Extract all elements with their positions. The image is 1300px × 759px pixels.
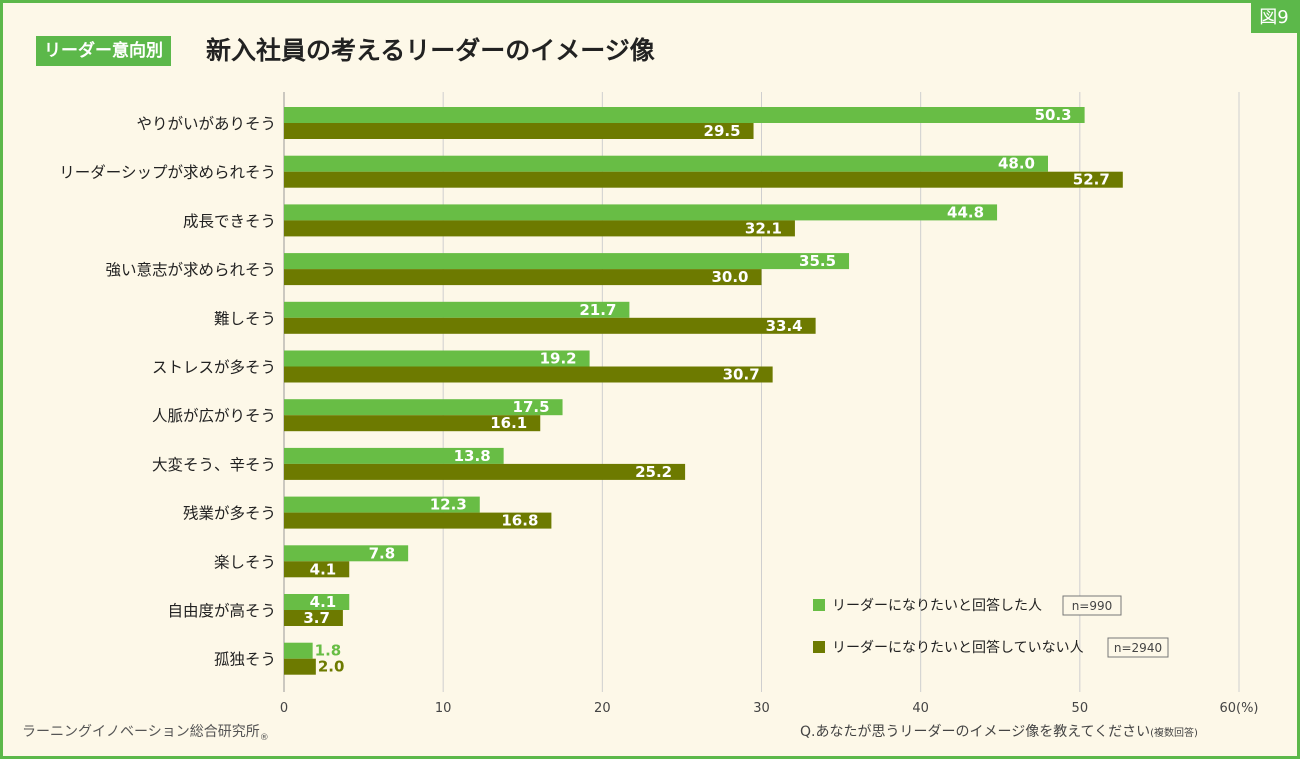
category-label: 難しそう	[214, 310, 276, 328]
bar	[284, 399, 563, 416]
category-label: 成長できそう	[183, 212, 276, 230]
x-tick-label: 10	[435, 701, 452, 716]
category-label: 大変そう、辛そう	[152, 456, 276, 474]
category-label: 人脈が広がりそう	[152, 407, 276, 425]
data-label: 30.0	[711, 268, 748, 286]
data-label: 48.0	[998, 155, 1035, 173]
bar	[284, 301, 630, 318]
data-label: 7.8	[369, 544, 396, 562]
bar	[284, 269, 762, 286]
data-label: 13.8	[454, 447, 491, 465]
x-tick-label: 30	[753, 701, 770, 716]
figure-label: 図9	[1251, 3, 1297, 33]
question-subnote: (複数回答)	[1150, 728, 1198, 739]
data-label: 19.2	[540, 350, 577, 368]
data-label: 17.5	[513, 398, 550, 416]
bar	[284, 220, 795, 237]
legend-n-box	[1107, 637, 1169, 658]
category-label: 楽しそう	[214, 553, 276, 571]
data-label: 52.7	[1073, 171, 1110, 189]
x-tick-label: 60(%)	[1219, 701, 1258, 716]
bar	[284, 204, 998, 221]
legend-label: リーダーになりたいと回答した人	[832, 597, 1042, 614]
category-label: やりがいがありそう	[136, 115, 276, 133]
category-label: 残業が多そう	[183, 505, 276, 523]
category-label: 孤独そう	[214, 651, 276, 669]
legend-label: リーダーになりたいと回答していない人	[832, 639, 1084, 656]
bar	[284, 463, 686, 480]
data-label: 25.2	[635, 463, 672, 481]
data-label: 3.7	[303, 609, 330, 627]
source-text: ラーニングイノベーション総合研究所	[22, 724, 260, 740]
data-label: 50.3	[1035, 106, 1072, 124]
bar	[284, 512, 552, 529]
source-mark: ®	[259, 732, 269, 743]
data-label: 33.4	[766, 317, 803, 335]
data-label: 4.1	[310, 560, 337, 578]
bar	[284, 496, 480, 513]
bar	[284, 415, 541, 432]
data-label: 44.8	[947, 203, 984, 221]
bar	[284, 350, 590, 367]
bar	[284, 253, 850, 270]
legend-n-box	[1062, 595, 1122, 616]
x-tick-label: 50	[1072, 701, 1089, 716]
category-tag: リーダー意向別	[36, 36, 171, 66]
legend-n-label: n=2940	[1114, 641, 1162, 655]
question-text: Q.あなたが思うリーダーのイメージ像を教えてください	[800, 724, 1151, 740]
bar	[284, 317, 816, 334]
category-label: 強い意志が求められそう	[105, 260, 276, 279]
data-label: 21.7	[579, 301, 616, 319]
bar	[284, 155, 1048, 172]
legend-swatch	[813, 641, 825, 653]
data-label: 30.7	[723, 366, 760, 384]
legend-n-label: n=990	[1072, 599, 1113, 613]
data-label: 35.5	[799, 252, 836, 270]
source-credit: ラーニングイノベーション総合研究所®	[22, 721, 269, 743]
data-label: 32.1	[745, 219, 782, 237]
bar	[284, 447, 504, 464]
data-label: 4.1	[310, 593, 337, 611]
bar	[284, 658, 316, 675]
bar	[284, 107, 1085, 123]
x-tick-label: 20	[594, 701, 611, 716]
category-label: 自由度が高そう	[167, 602, 276, 620]
bar	[284, 594, 350, 610]
legend-swatch	[813, 599, 825, 611]
data-label: 29.5	[704, 122, 741, 140]
bar	[284, 642, 313, 659]
data-label: 2.0	[318, 658, 345, 676]
question-note: Q.あなたが思うリーダーのイメージ像を教えてください(複数回答)	[800, 721, 1198, 741]
data-label: 16.1	[490, 414, 527, 432]
bar	[284, 561, 350, 578]
category-label: リーダーシップが求められそう	[59, 164, 276, 182]
bar	[284, 366, 773, 383]
chart-title: 新入社員の考えるリーダーのイメージ像	[206, 36, 655, 65]
bar	[284, 171, 1123, 188]
data-label: 12.3	[430, 496, 467, 514]
data-label: 16.8	[501, 512, 538, 530]
x-tick-label: 0	[280, 701, 288, 716]
data-label: 1.8	[315, 642, 342, 660]
x-tick-label: 40	[912, 701, 929, 716]
category-label: ストレスが多そう	[152, 359, 276, 377]
bar	[284, 545, 409, 562]
bar	[284, 610, 343, 626]
bar	[284, 123, 754, 139]
